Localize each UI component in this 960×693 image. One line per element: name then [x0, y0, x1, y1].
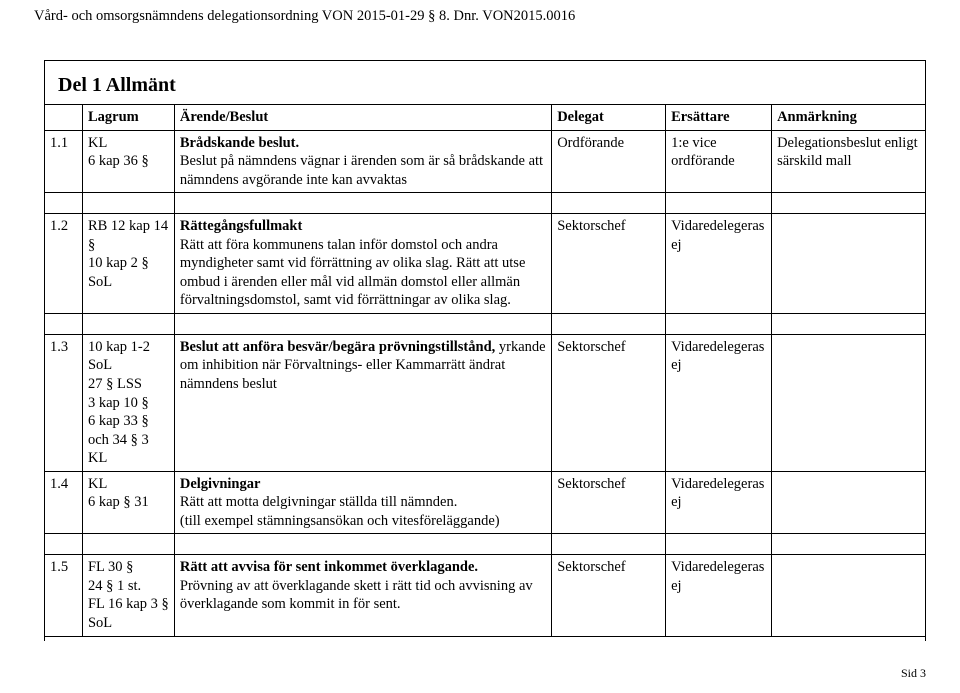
- arende-body: Prövning av att överklagande skett i rät…: [180, 578, 533, 613]
- cell-lagrum: 10 kap 1-2 SoL27 § LSS3 kap 10 §6 kap 33…: [82, 334, 174, 471]
- section-title: Del 1 Allmänt: [58, 74, 176, 97]
- cell-delegat: Ordförande: [552, 130, 666, 193]
- cell-delegat: Sektorschef: [552, 334, 666, 471]
- cell-num: 1.5: [45, 555, 83, 636]
- cell-num: 1.1: [45, 130, 83, 193]
- cell-arende: Delgivningar Rätt att motta delgivningar …: [174, 471, 551, 534]
- col-arende: Ärende/Beslut: [174, 105, 551, 131]
- cell-lagrum: RB 12 kap 14 §10 kap 2 § SoL: [82, 214, 174, 314]
- table-row: 1.3 10 kap 1-2 SoL27 § LSS3 kap 10 §6 ka…: [45, 334, 926, 471]
- table-row: 1.5 FL 30 §24 § 1 st.FL 16 kap 3 § SoL R…: [45, 555, 926, 636]
- arende-title: Delgivningar: [180, 476, 261, 492]
- cell-ersattare: Vidaredelegeras ej: [666, 471, 772, 534]
- cell-delegat: Sektorschef: [552, 471, 666, 534]
- cell-anmarkning: [772, 214, 926, 314]
- table-row: 1.4 KL6 kap § 31 Delgivningar Rätt att mo…: [45, 471, 926, 534]
- cell-num: 1.3: [45, 334, 83, 471]
- cell-arende: Beslut att anföra besvär/begära prövning…: [174, 334, 551, 471]
- cell-anmarkning: [772, 471, 926, 534]
- cell-lagrum: KL6 kap § 31: [82, 471, 174, 534]
- document-header: Vård- och omsorgsnämndens delegationsord…: [34, 8, 575, 25]
- col-lagrum: Lagrum: [82, 105, 174, 131]
- spacer-row: [45, 534, 926, 555]
- delegation-table: Lagrum Ärende/Beslut Delegat Ersättare A…: [44, 104, 926, 637]
- col-ersattare: Ersättare: [666, 105, 772, 131]
- cell-ersattare: Vidaredelegeras ej: [666, 214, 772, 314]
- cell-arende: Rättegångsfullmakt Rätt att föra kommunen…: [174, 214, 551, 314]
- col-anmarkning: Anmärkning: [772, 105, 926, 131]
- table-header-row: Lagrum Ärende/Beslut Delegat Ersättare A…: [45, 105, 926, 131]
- cell-arende: Brådskande beslut. Beslut på nämndens väg…: [174, 130, 551, 193]
- arende-title: Rätt att avvisa för sent inkommet överkl…: [180, 559, 478, 575]
- cell-ersattare: Vidaredelegeras ej: [666, 334, 772, 471]
- table-row: 1.2 RB 12 kap 14 §10 kap 2 § SoL Rättegå…: [45, 214, 926, 314]
- table-row: 1.1 KL6 kap 36 § Brådskande beslut. Beslu…: [45, 130, 926, 193]
- arende-body: Rätt att föra kommunens talan inför doms…: [180, 237, 526, 309]
- spacer-row: [45, 313, 926, 334]
- cell-ersattare: 1:e vice ordförande: [666, 130, 772, 193]
- cell-num: 1.4: [45, 471, 83, 534]
- page-number: Sid 3: [901, 666, 926, 681]
- arende-title: Brådskande beslut.: [180, 135, 299, 151]
- arende-title: Rättegångsfullmakt: [180, 218, 302, 234]
- spacer-row: [45, 193, 926, 214]
- cell-anmarkning: Delegationsbeslut enligt särskild mall: [772, 130, 926, 193]
- cell-anmarkning: [772, 334, 926, 471]
- cell-arende: Rätt att avvisa för sent inkommet överkl…: [174, 555, 551, 636]
- col-delegat: Delegat: [552, 105, 666, 131]
- col-num: [45, 105, 83, 131]
- cell-anmarkning: [772, 555, 926, 636]
- arende-body: Beslut på nämndens vägnar i ärenden som …: [180, 153, 543, 188]
- cell-delegat: Sektorschef: [552, 214, 666, 314]
- cell-lagrum: KL6 kap 36 §: [82, 130, 174, 193]
- cell-lagrum: FL 30 §24 § 1 st.FL 16 kap 3 § SoL: [82, 555, 174, 636]
- arende-title: Beslut att anföra besvär/begära prövning…: [180, 339, 495, 355]
- cell-num: 1.2: [45, 214, 83, 314]
- arende-body: Rätt att motta delgivningar ställda till…: [180, 494, 500, 529]
- cell-ersattare: Vidaredelegeras ej: [666, 555, 772, 636]
- cell-delegat: Sektorschef: [552, 555, 666, 636]
